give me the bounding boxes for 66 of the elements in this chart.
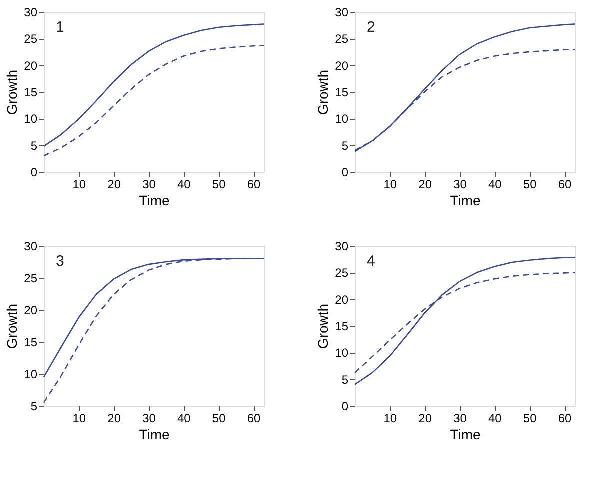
y-tick-label: 30 bbox=[335, 6, 349, 20]
y-tick-label: 15 bbox=[335, 320, 349, 334]
x-tick-label: 10 bbox=[384, 412, 398, 426]
annotation: 2 bbox=[367, 19, 376, 36]
y-tick-label: 10 bbox=[24, 368, 38, 382]
x-tick-label: 10 bbox=[72, 178, 86, 192]
y-tick-label: 5 bbox=[342, 372, 349, 387]
y-tick-label: 10 bbox=[335, 346, 349, 360]
y-tick-label: 0 bbox=[30, 166, 38, 180]
x-tick-label: 20 bbox=[108, 178, 122, 192]
y-tick-label: 10 bbox=[335, 112, 349, 126]
annotation: 1 bbox=[56, 19, 64, 36]
y-tick-label: 15 bbox=[335, 86, 349, 100]
y-axis-title: Growth bbox=[4, 70, 20, 116]
y-tick-label: 20 bbox=[335, 58, 349, 73]
y-tick-label: 20 bbox=[335, 292, 349, 307]
y-tick-label: 5 bbox=[30, 400, 38, 414]
line-series bbox=[43, 44, 265, 157]
x-axis-title: Time bbox=[450, 192, 482, 208]
x-tick-label: 40 bbox=[488, 412, 502, 426]
y-tick-label: 30 bbox=[24, 6, 38, 20]
x-tick-label: 30 bbox=[142, 178, 156, 192]
y-axis-title: Growth bbox=[315, 304, 332, 350]
x-tick-label: 30 bbox=[454, 412, 468, 426]
x-axis-title: Time bbox=[139, 192, 170, 208]
y-tick-label: 15 bbox=[24, 336, 38, 350]
y-axis-title: Growth bbox=[315, 70, 332, 116]
y-tick-label: 10 bbox=[24, 112, 38, 126]
x-tick-label: 10 bbox=[384, 178, 398, 192]
line-series bbox=[43, 24, 265, 148]
y-tick-label: 15 bbox=[24, 86, 38, 100]
y-tick-label: 0 bbox=[342, 166, 349, 180]
x-tick-label: 10 bbox=[72, 412, 86, 426]
x-tick-label: 60 bbox=[558, 412, 572, 426]
y-tick-label: 0 bbox=[342, 400, 349, 414]
x-tick-label: 40 bbox=[488, 178, 502, 192]
annotation: 3 bbox=[56, 253, 64, 270]
y-tick-label: 20 bbox=[24, 58, 38, 73]
x-tick-label: 50 bbox=[212, 412, 226, 426]
y-tick-label: 30 bbox=[24, 240, 38, 254]
annotation: 4 bbox=[367, 253, 376, 270]
x-tick-label: 20 bbox=[108, 412, 122, 426]
y-tick-label: 25 bbox=[24, 32, 38, 46]
y-axis-title: Growth bbox=[4, 304, 20, 350]
x-tick-label: 50 bbox=[523, 178, 538, 192]
x-axis-title: Time bbox=[450, 426, 482, 442]
y-tick-label: 25 bbox=[335, 32, 349, 46]
x-axis-title: Time bbox=[139, 426, 170, 442]
x-tick-label: 20 bbox=[418, 412, 432, 426]
y-tick-label: 5 bbox=[30, 138, 38, 153]
x-tick-label: 50 bbox=[523, 412, 538, 426]
y-tick-label: 25 bbox=[335, 266, 349, 280]
x-tick-label: 30 bbox=[142, 412, 156, 426]
x-tick-label: 40 bbox=[178, 412, 192, 426]
y-tick-label: 20 bbox=[24, 304, 38, 318]
y-tick-label: 30 bbox=[335, 240, 349, 254]
y-tick-label: 5 bbox=[342, 138, 349, 153]
x-tick-label: 60 bbox=[247, 412, 262, 426]
x-tick-label: 60 bbox=[247, 178, 262, 192]
x-tick-label: 20 bbox=[418, 178, 432, 192]
x-tick-label: 60 bbox=[558, 178, 572, 192]
x-tick-label: 50 bbox=[212, 178, 226, 192]
x-tick-label: 40 bbox=[178, 178, 192, 192]
line-series bbox=[354, 257, 576, 386]
y-tick-label: 25 bbox=[24, 272, 38, 286]
x-tick-label: 30 bbox=[454, 178, 468, 192]
